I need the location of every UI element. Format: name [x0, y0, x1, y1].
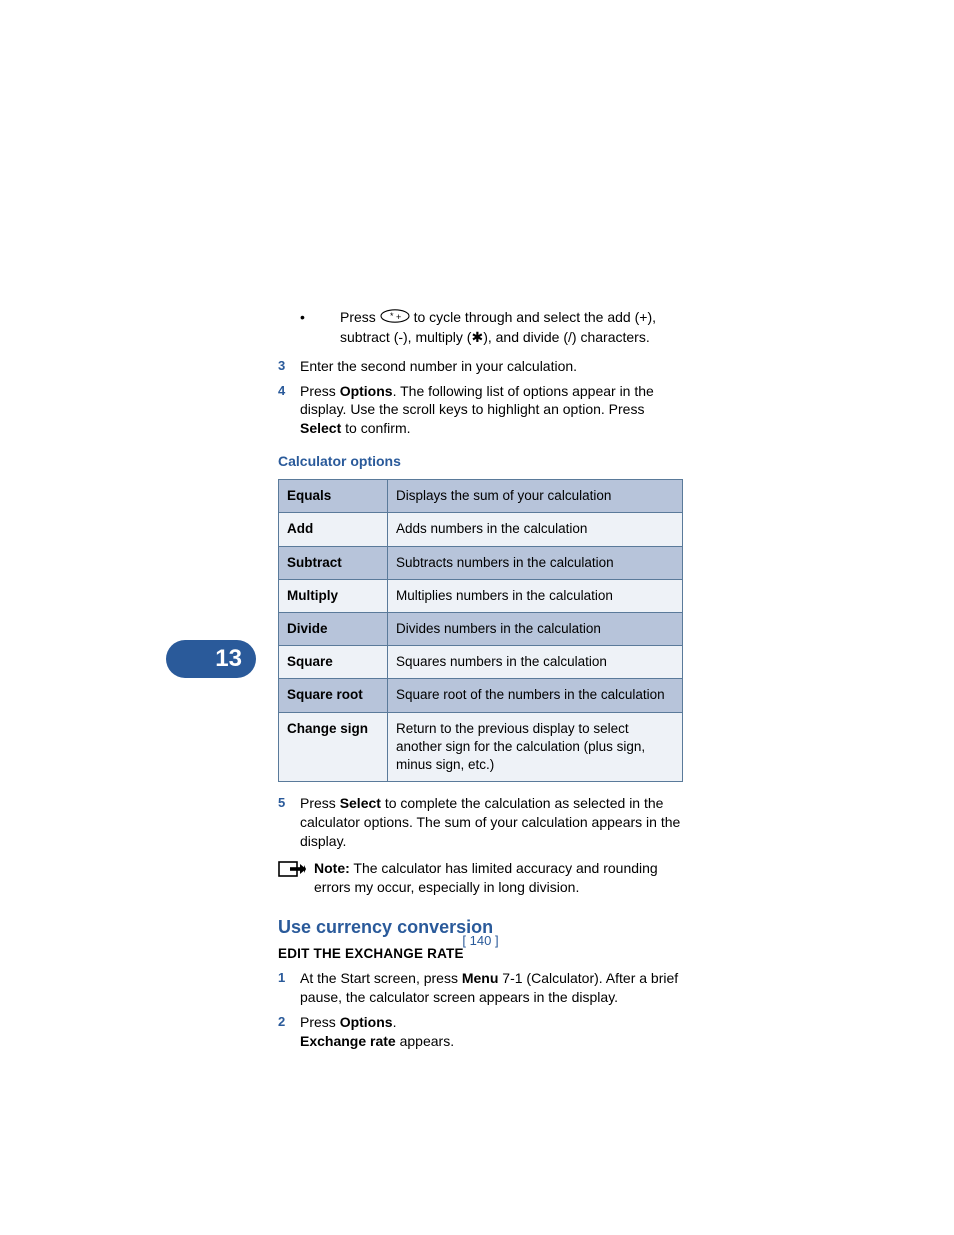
step-2: 2 Press Options. Exchange rate appears.	[278, 1013, 683, 1051]
step-number: 3	[278, 357, 300, 376]
step-5: 5 Press Select to complete the calculati…	[278, 794, 683, 851]
page-number: [ 140 ]	[278, 932, 683, 950]
text-fragment: to confirm.	[341, 420, 410, 436]
text-fragment: Press	[300, 1014, 340, 1030]
bold-text: Options	[340, 1014, 393, 1030]
table-row: Change signReturn to the previous displa…	[279, 712, 683, 782]
option-name-cell: Square	[279, 646, 388, 679]
table-row: MultiplyMultiplies numbers in the calcul…	[279, 579, 683, 612]
option-name-cell: Square root	[279, 679, 388, 712]
note-arrow-icon	[278, 859, 314, 897]
step-number: 1	[278, 969, 300, 1007]
bold-text: Select	[300, 420, 341, 436]
step-3: 3 Enter the second number in your calcul…	[278, 357, 683, 376]
note-block: Note: The calculator has limited accurac…	[278, 859, 683, 897]
option-desc-cell: Square root of the numbers in the calcul…	[388, 679, 683, 712]
calculator-options-table: EqualsDisplays the sum of your calculati…	[278, 479, 683, 782]
table-title: Calculator options	[278, 452, 683, 471]
bold-text: Exchange rate	[300, 1033, 396, 1049]
option-desc-cell: Multiplies numbers in the calculation	[388, 579, 683, 612]
text-fragment: The calculator has limited accuracy and …	[314, 860, 658, 895]
option-name-cell: Multiply	[279, 579, 388, 612]
option-desc-cell: Displays the sum of your calculation	[388, 480, 683, 513]
step-number: 4	[278, 382, 300, 439]
step-text: Press Options. Exchange rate appears.	[300, 1013, 683, 1051]
chapter-number: 13	[215, 643, 242, 675]
bold-text: Options	[340, 383, 393, 399]
option-desc-cell: Return to the previous display to select…	[388, 712, 683, 782]
bullet-item: • Press *+ to cycle through and select t…	[278, 308, 683, 347]
bullet-marker: •	[278, 308, 340, 347]
text-fragment: Press	[340, 309, 380, 325]
step-text: Press Options. The following list of opt…	[300, 382, 683, 439]
step-number: 5	[278, 794, 300, 851]
option-name-cell: Divide	[279, 612, 388, 645]
text-fragment: At the Start screen, press	[300, 970, 462, 986]
option-name-cell: Subtract	[279, 546, 388, 579]
option-name-cell: Equals	[279, 480, 388, 513]
table-row: Square rootSquare root of the numbers in…	[279, 679, 683, 712]
text-fragment: .	[393, 1014, 397, 1030]
step-4: 4 Press Options. The following list of o…	[278, 382, 683, 439]
text-fragment: Press	[300, 383, 340, 399]
step-number: 2	[278, 1013, 300, 1051]
text-fragment: appears.	[396, 1033, 454, 1049]
table-body: EqualsDisplays the sum of your calculati…	[279, 480, 683, 782]
table-row: AddAdds numbers in the calculation	[279, 513, 683, 546]
asterisk-key-icon: *+	[380, 309, 410, 328]
chapter-tab: 13	[166, 640, 256, 678]
option-name-cell: Change sign	[279, 712, 388, 782]
table-row: SquareSquares numbers in the calculation	[279, 646, 683, 679]
bullet-text: Press *+ to cycle through and select the…	[340, 308, 683, 347]
bold-text: Menu	[462, 970, 499, 986]
table-row: EqualsDisplays the sum of your calculati…	[279, 480, 683, 513]
option-desc-cell: Adds numbers in the calculation	[388, 513, 683, 546]
option-name-cell: Add	[279, 513, 388, 546]
step-1: 1 At the Start screen, press Menu 7-1 (C…	[278, 969, 683, 1007]
step-text: Press Select to complete the calculation…	[300, 794, 683, 851]
text-fragment: Press	[300, 795, 340, 811]
note-label: Note:	[314, 860, 350, 876]
svg-text:*: *	[390, 311, 394, 321]
step-text: At the Start screen, press Menu 7-1 (Cal…	[300, 969, 683, 1007]
svg-text:+: +	[396, 312, 401, 322]
note-text: Note: The calculator has limited accurac…	[314, 859, 683, 897]
step-text: Enter the second number in your calculat…	[300, 357, 683, 376]
table-row: DivideDivides numbers in the calculation	[279, 612, 683, 645]
option-desc-cell: Squares numbers in the calculation	[388, 646, 683, 679]
bold-text: Select	[340, 795, 381, 811]
document-page: 13 • Press *+ to cycle through and selec…	[0, 0, 954, 1235]
option-desc-cell: Subtracts numbers in the calculation	[388, 546, 683, 579]
option-desc-cell: Divides numbers in the calculation	[388, 612, 683, 645]
table-row: SubtractSubtracts numbers in the calcula…	[279, 546, 683, 579]
